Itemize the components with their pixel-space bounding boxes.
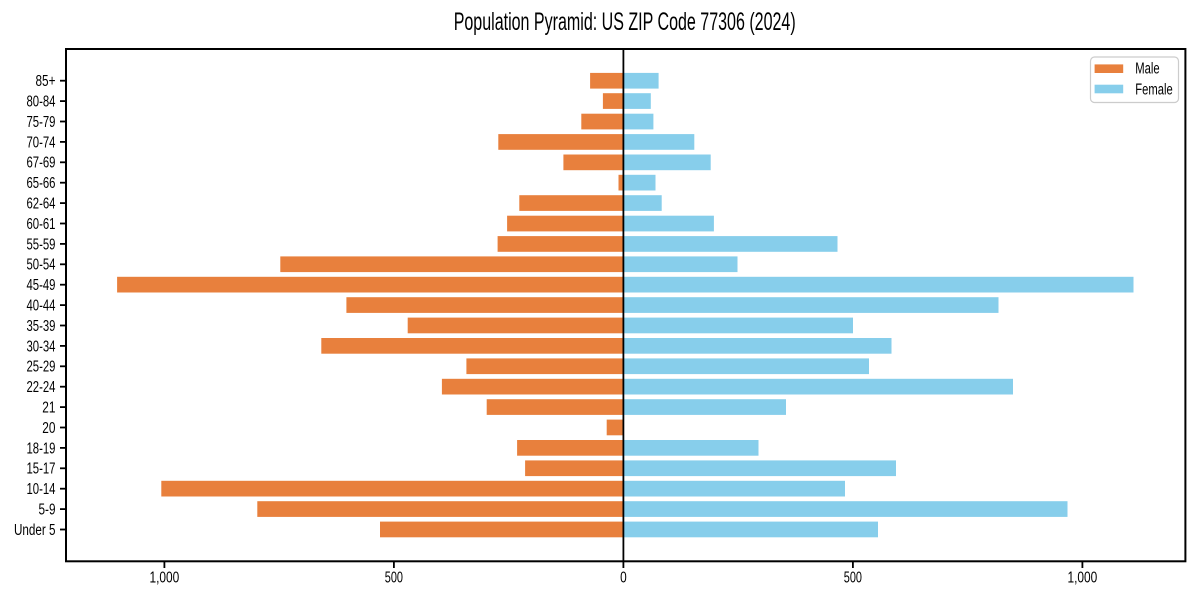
svg-text:1,000: 1,000	[1068, 569, 1098, 586]
svg-text:0: 0	[620, 569, 627, 586]
svg-text:62-64: 62-64	[27, 196, 56, 213]
svg-text:35-39: 35-39	[27, 318, 56, 335]
svg-text:22-24: 22-24	[27, 379, 56, 396]
svg-text:75-79: 75-79	[27, 114, 56, 131]
svg-text:1,000: 1,000	[150, 569, 180, 586]
svg-text:30-34: 30-34	[27, 338, 56, 355]
svg-text:60-61: 60-61	[27, 216, 56, 233]
svg-text:Under 5: Under 5	[14, 522, 56, 539]
svg-text:70-74: 70-74	[27, 134, 56, 151]
svg-text:Female: Female	[1135, 81, 1172, 98]
svg-text:65-66: 65-66	[27, 175, 56, 192]
svg-text:55-59: 55-59	[27, 236, 56, 253]
svg-text:Population Pyramid: US ZIP Cod: Population Pyramid: US ZIP Code 77306 (2…	[454, 8, 796, 36]
svg-text:5-9: 5-9	[39, 502, 56, 519]
svg-text:10-14: 10-14	[27, 481, 56, 498]
svg-text:45-49: 45-49	[27, 277, 56, 294]
svg-text:500: 500	[385, 569, 403, 586]
svg-text:40-44: 40-44	[27, 298, 56, 315]
svg-text:15-17: 15-17	[27, 461, 56, 478]
svg-text:20: 20	[42, 420, 55, 437]
svg-text:18-19: 18-19	[27, 440, 56, 457]
svg-text:Male: Male	[1135, 61, 1159, 78]
svg-text:67-69: 67-69	[27, 155, 56, 172]
svg-text:80-84: 80-84	[27, 94, 56, 111]
svg-text:85+: 85+	[36, 73, 56, 90]
svg-text:21: 21	[42, 400, 55, 417]
svg-text:50-54: 50-54	[27, 257, 56, 274]
svg-text:25-29: 25-29	[27, 359, 56, 376]
svg-text:500: 500	[844, 569, 862, 586]
